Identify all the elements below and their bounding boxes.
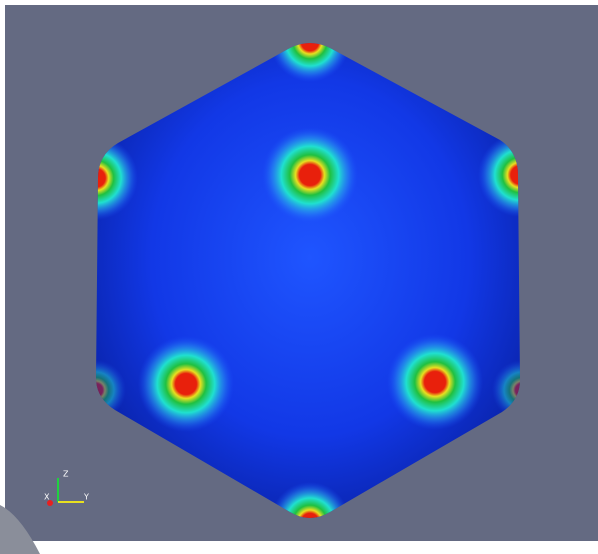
axis-label: Y bbox=[83, 493, 89, 502]
hotspot bbox=[387, 334, 483, 430]
viewport: Z X Y bbox=[0, 0, 598, 554]
axis-label: X bbox=[44, 493, 50, 502]
hotspot bbox=[138, 336, 234, 432]
hotspot bbox=[262, 127, 358, 223]
page: Z X Y (() => { const data = JSON.parse(d… bbox=[0, 0, 598, 554]
axis-label: Z bbox=[63, 470, 69, 479]
